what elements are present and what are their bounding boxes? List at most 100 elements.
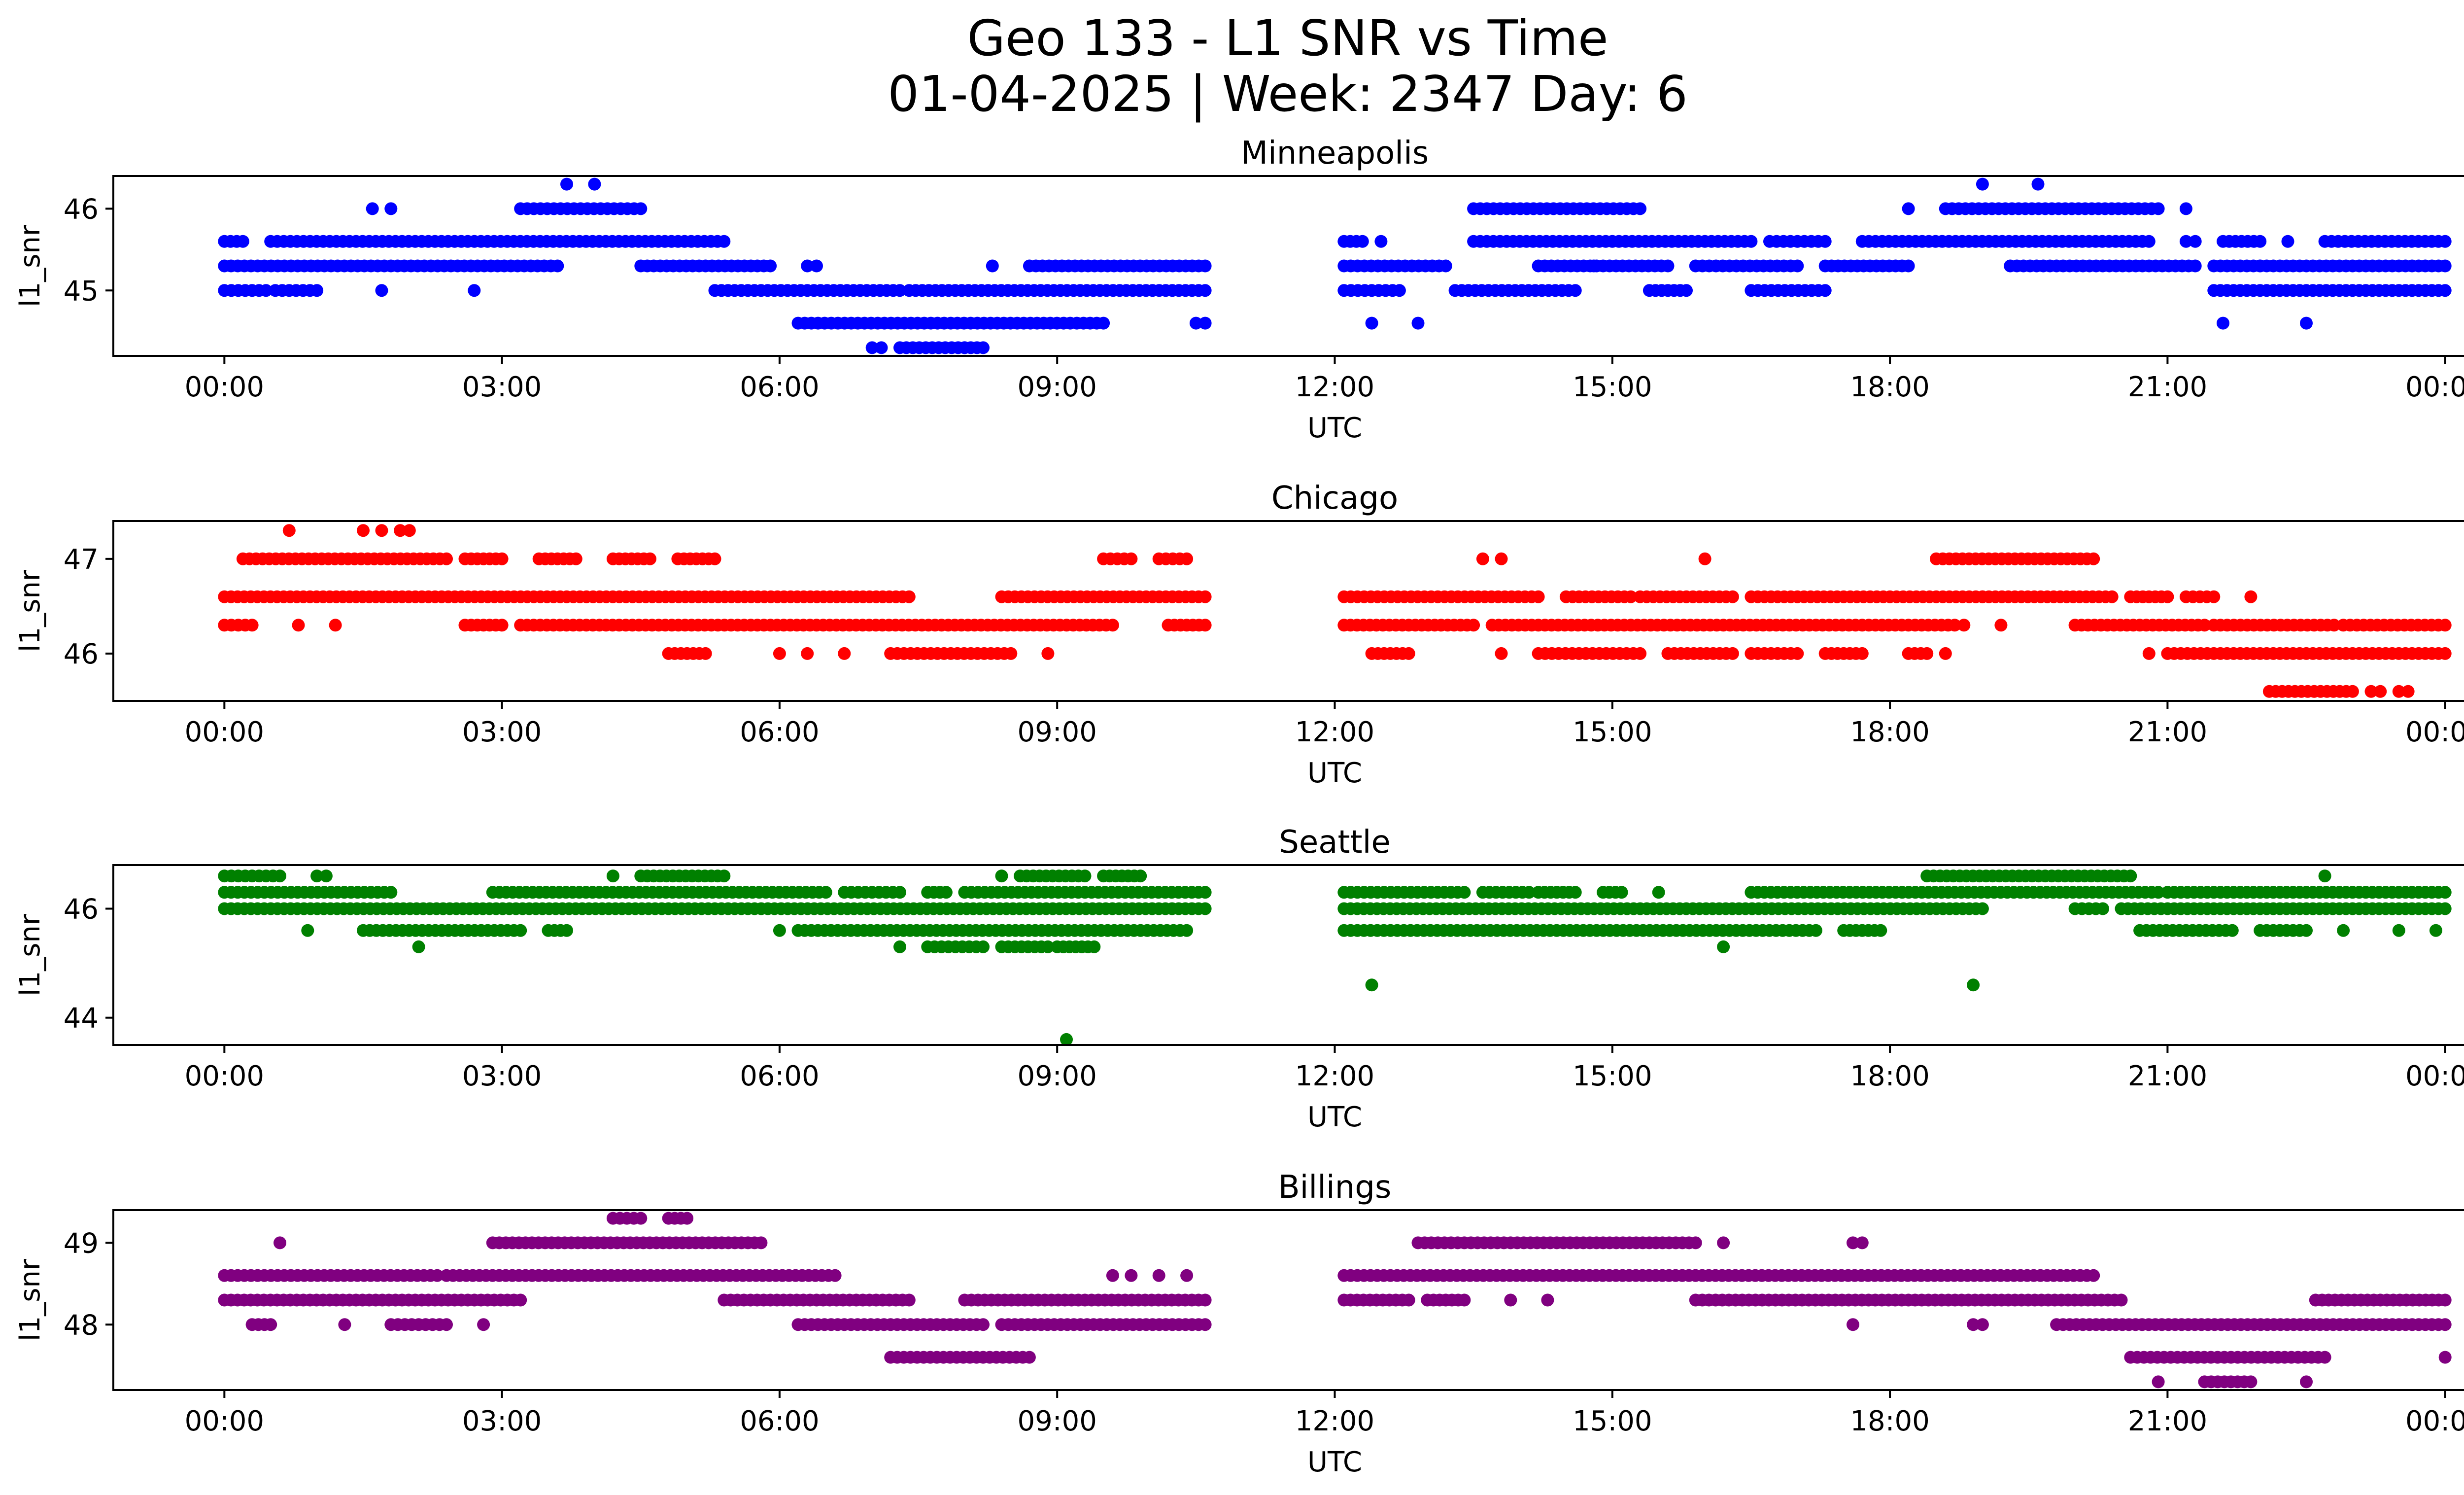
data-point [1624,590,1638,603]
data-point [1948,619,1961,632]
x-tick-label: 00:00 [185,371,264,403]
data-point [1689,1236,1702,1250]
data-point [1902,259,1915,273]
data-point [838,647,851,660]
data-point [2438,647,2452,660]
data-point [1393,284,1406,297]
data-point [440,552,453,565]
data-point [412,940,425,953]
data-point [1587,259,1601,273]
data-point [2115,1293,2128,1307]
data-point [1920,647,1934,660]
data-point [357,524,370,537]
data-point [2374,685,2387,698]
x-tick-label: 15:00 [1573,1405,1652,1437]
data-point [1023,1351,1036,1364]
data-point [569,552,582,565]
data-point [986,259,999,273]
data-point [292,619,305,632]
data-point [1411,316,1425,330]
x-tick-label: 03:00 [462,716,542,748]
data-point [1198,1318,1212,1331]
data-point [1976,1318,1989,1331]
x-tick-label: 00:00 [2405,716,2464,748]
data-point [310,869,324,883]
data-point [902,1293,916,1307]
data-point [274,869,286,883]
data-point [2438,1293,2452,1307]
data-point [1495,552,1508,565]
data-point [2300,316,2313,330]
data-point [2300,1375,2313,1389]
x-tick-label: 06:00 [740,1405,819,1437]
data-point [1847,1318,1859,1331]
data-point [468,284,481,297]
data-series [218,869,2452,1046]
x-tick-label: 09:00 [1018,1405,1097,1437]
data-point [236,235,249,248]
y-axis-label: l1_snr [14,569,46,652]
data-point [1634,202,1647,215]
x-tick-label: 15:00 [1573,371,1652,403]
data-point [588,177,601,191]
data-point [1532,590,1545,603]
data-point [366,202,379,215]
data-point [274,1236,286,1250]
x-tick-label: 00:00 [185,1405,264,1437]
data-point [282,524,296,537]
data-point [718,869,731,883]
y-tick-label: 45 [64,275,99,307]
data-point [1615,886,1628,899]
data-point [1198,902,1212,915]
x-tick-label: 00:00 [185,716,264,748]
data-point [1402,647,1415,660]
data-point [384,202,398,215]
data-point [1791,647,1804,660]
data-point [1402,1293,1415,1307]
data-point [977,341,990,354]
data-point [2392,685,2405,698]
data-point [1967,978,1980,992]
data-series [218,524,2452,698]
data-point [1652,886,1665,899]
data-series [218,177,2452,354]
data-point [1365,978,1378,992]
x-tick-label: 00:00 [2405,1060,2464,1092]
data-point [2318,1351,2331,1364]
x-tick-label: 03:00 [462,371,542,403]
data-point [1458,1293,1471,1307]
data-point [319,869,333,883]
data-point [310,284,324,297]
data-point [1134,869,1147,883]
data-point [2142,235,2156,248]
x-axis-label: UTC [1307,757,1362,789]
data-point [1634,647,1647,660]
data-point [1994,619,2008,632]
data-point [2198,619,2211,632]
y-tick-label: 46 [64,893,99,925]
data-point [2244,590,2258,603]
x-tick-label: 18:00 [1850,1405,1929,1437]
data-point [810,259,823,273]
data-point [2225,924,2239,937]
data-point [329,619,342,632]
data-point [1976,902,1989,915]
data-point [865,341,879,354]
x-tick-label: 18:00 [1850,371,1929,403]
data-point [1198,590,1212,603]
data-point [2281,235,2294,248]
data-point [394,524,407,537]
data-point [2161,590,2174,603]
data-point [699,647,712,660]
data-point [1365,316,1378,330]
data-point [2438,886,2452,899]
x-axis-label: UTC [1307,1101,1362,1133]
subplot-billings: Billings 00:00 03:00 06:00 09:00 12:00 15:00 18… [14,1169,2464,1478]
data-point [828,1269,842,1282]
data-point [1661,259,1675,273]
data-point [1106,1269,1119,1282]
y-axis-label: l1_snr [14,224,46,307]
data-point [2318,869,2331,883]
x-tick-label: 00:00 [2405,371,2464,403]
y-tick-label: 47 [64,544,99,576]
